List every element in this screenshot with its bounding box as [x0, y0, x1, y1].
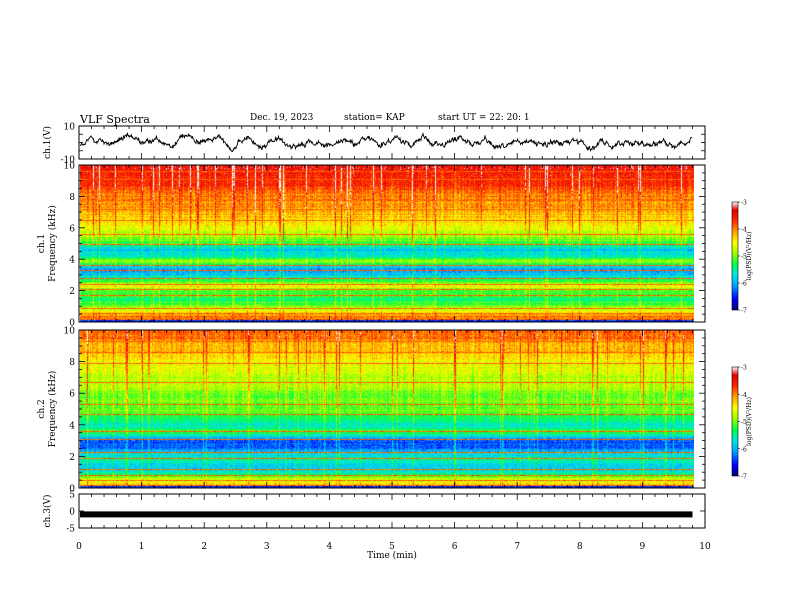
ch3-waveform-series	[80, 511, 693, 518]
ch1-spectrogram-colorbar-tick-label: -3	[741, 200, 747, 207]
ch1-spectrogram-colorbar-tick-label: -5	[741, 254, 747, 261]
x-tick-label: 1	[139, 542, 145, 552]
ch1-spectrogram-colorbar-tick-label: -7	[741, 308, 747, 315]
ch2-spectrogram-ytick-label: 10	[64, 327, 76, 337]
x-tick-label: 5	[389, 542, 395, 552]
ch1-spectrogram-heatmap	[80, 165, 694, 322]
ch1-spectrogram-ytick-label: 4	[69, 256, 75, 266]
ch1-spectrogram-ylabel-frequency: Frequency (kHz)	[47, 205, 58, 282]
ch2-spectrogram-colorbar-tick-label: -4	[741, 392, 747, 399]
ch1-ylabel: ch.1(V)	[42, 126, 53, 159]
ch2-spectrogram-ylabel-frequency: Frequency (kHz)	[47, 371, 58, 448]
ch1-spectrogram-ylabel-channel: ch.1	[37, 234, 47, 253]
ch1-spectrogram-ytick-label: 8	[69, 193, 75, 203]
x-tick-label: 9	[640, 542, 646, 552]
ch2-spectrogram-colorbar-tick-label: -6	[741, 446, 747, 453]
ch3-ytick-label: -5	[66, 525, 75, 535]
x-tick-label: 8	[577, 542, 583, 552]
ch1-ytick-label: -10	[61, 156, 76, 166]
date-label: Dec. 19, 2023	[250, 113, 314, 123]
x-tick-label: 0	[76, 542, 82, 552]
ch2-spectrogram-colorbar-tick-label: -3	[741, 365, 747, 372]
ch2-spectrogram-ytick-label: 6	[69, 390, 75, 400]
ch2-spectrogram-ylabel-channel: ch.2	[37, 399, 47, 418]
ch2-spectrogram-ytick-label: 8	[69, 358, 75, 368]
x-tick-label: 7	[514, 542, 520, 552]
ch1-waveform-series	[79, 132, 693, 153]
ch1-spectrogram-ytick-label: 6	[69, 224, 75, 234]
x-axis-label: Time (min)	[367, 550, 417, 561]
x-tick-label: 4	[327, 542, 333, 552]
ch2-spectrogram-colorbar-label: log(PSD)(V²/Hz)	[746, 397, 753, 446]
ch1-spectrogram-colorbar	[731, 201, 739, 311]
ch3-ytick-label: 5	[69, 491, 75, 501]
ch2-spectrogram-colorbar	[731, 366, 739, 477]
ch1-spectrogram-colorbar-tick-label: -4	[741, 227, 747, 234]
x-tick-label: 6	[452, 542, 458, 552]
ch3-ytick-label: 0	[69, 508, 75, 518]
start-time-label: start UT = 22: 20: 1	[438, 113, 530, 123]
ch1-spectrogram-colorbar-tick-label: -6	[741, 281, 747, 288]
ch2-spectrogram-heatmap	[80, 330, 694, 488]
ch1-spectrogram-colorbar-label: log(PSD)(V²/Hz)	[746, 232, 753, 281]
x-tick-label: 10	[699, 542, 711, 552]
ch1-spectrogram-ytick-label: 10	[64, 162, 76, 172]
station-label: station= KAP	[344, 113, 405, 123]
ch3-ylabel: ch.3(V)	[42, 495, 53, 528]
x-tick-label: 2	[201, 542, 207, 552]
x-tick-label: 3	[264, 542, 270, 552]
ch1-spectrogram-ytick-label: 0	[69, 319, 75, 329]
ch2-spectrogram-ytick-label: 0	[69, 485, 75, 495]
ch2-spectrogram-colorbar-tick-label: -5	[741, 419, 747, 426]
ch1-ytick-label: 10	[64, 123, 76, 133]
chart-title: VLF Spectra	[80, 113, 150, 126]
ch1-spectrogram-ytick-label: 2	[69, 287, 75, 297]
ch2-spectrogram-colorbar-tick-label: -7	[741, 474, 747, 481]
ch2-spectrogram-ytick-label: 2	[69, 453, 75, 463]
ch2-spectrogram-ytick-label: 4	[69, 421, 75, 431]
